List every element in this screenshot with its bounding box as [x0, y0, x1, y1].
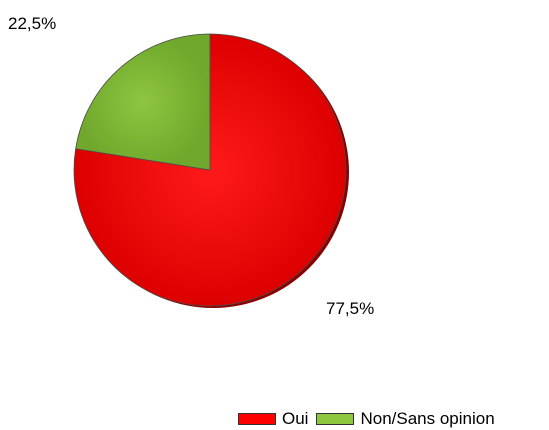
pie-slice-non-sans-opinion [75, 33, 211, 171]
legend-swatch-oui [238, 413, 276, 425]
data-label-oui: 77,5% [326, 299, 374, 318]
legend-label-non-sans-opinion: Non/Sans opinion [360, 409, 495, 428]
legend-item-non-sans-opinion: Non/Sans opinion [316, 409, 495, 429]
pie-slices [73, 33, 347, 307]
legend-label-oui: Oui [282, 409, 309, 428]
data-label-non-sans-opinion: 22,5% [8, 14, 56, 33]
pie-slice-oui [73, 33, 347, 307]
legend-item-oui: Oui [238, 409, 308, 429]
legend-swatch-non-sans-opinion [316, 413, 355, 425]
legend: Oui Non/Sans opinion [238, 409, 503, 429]
